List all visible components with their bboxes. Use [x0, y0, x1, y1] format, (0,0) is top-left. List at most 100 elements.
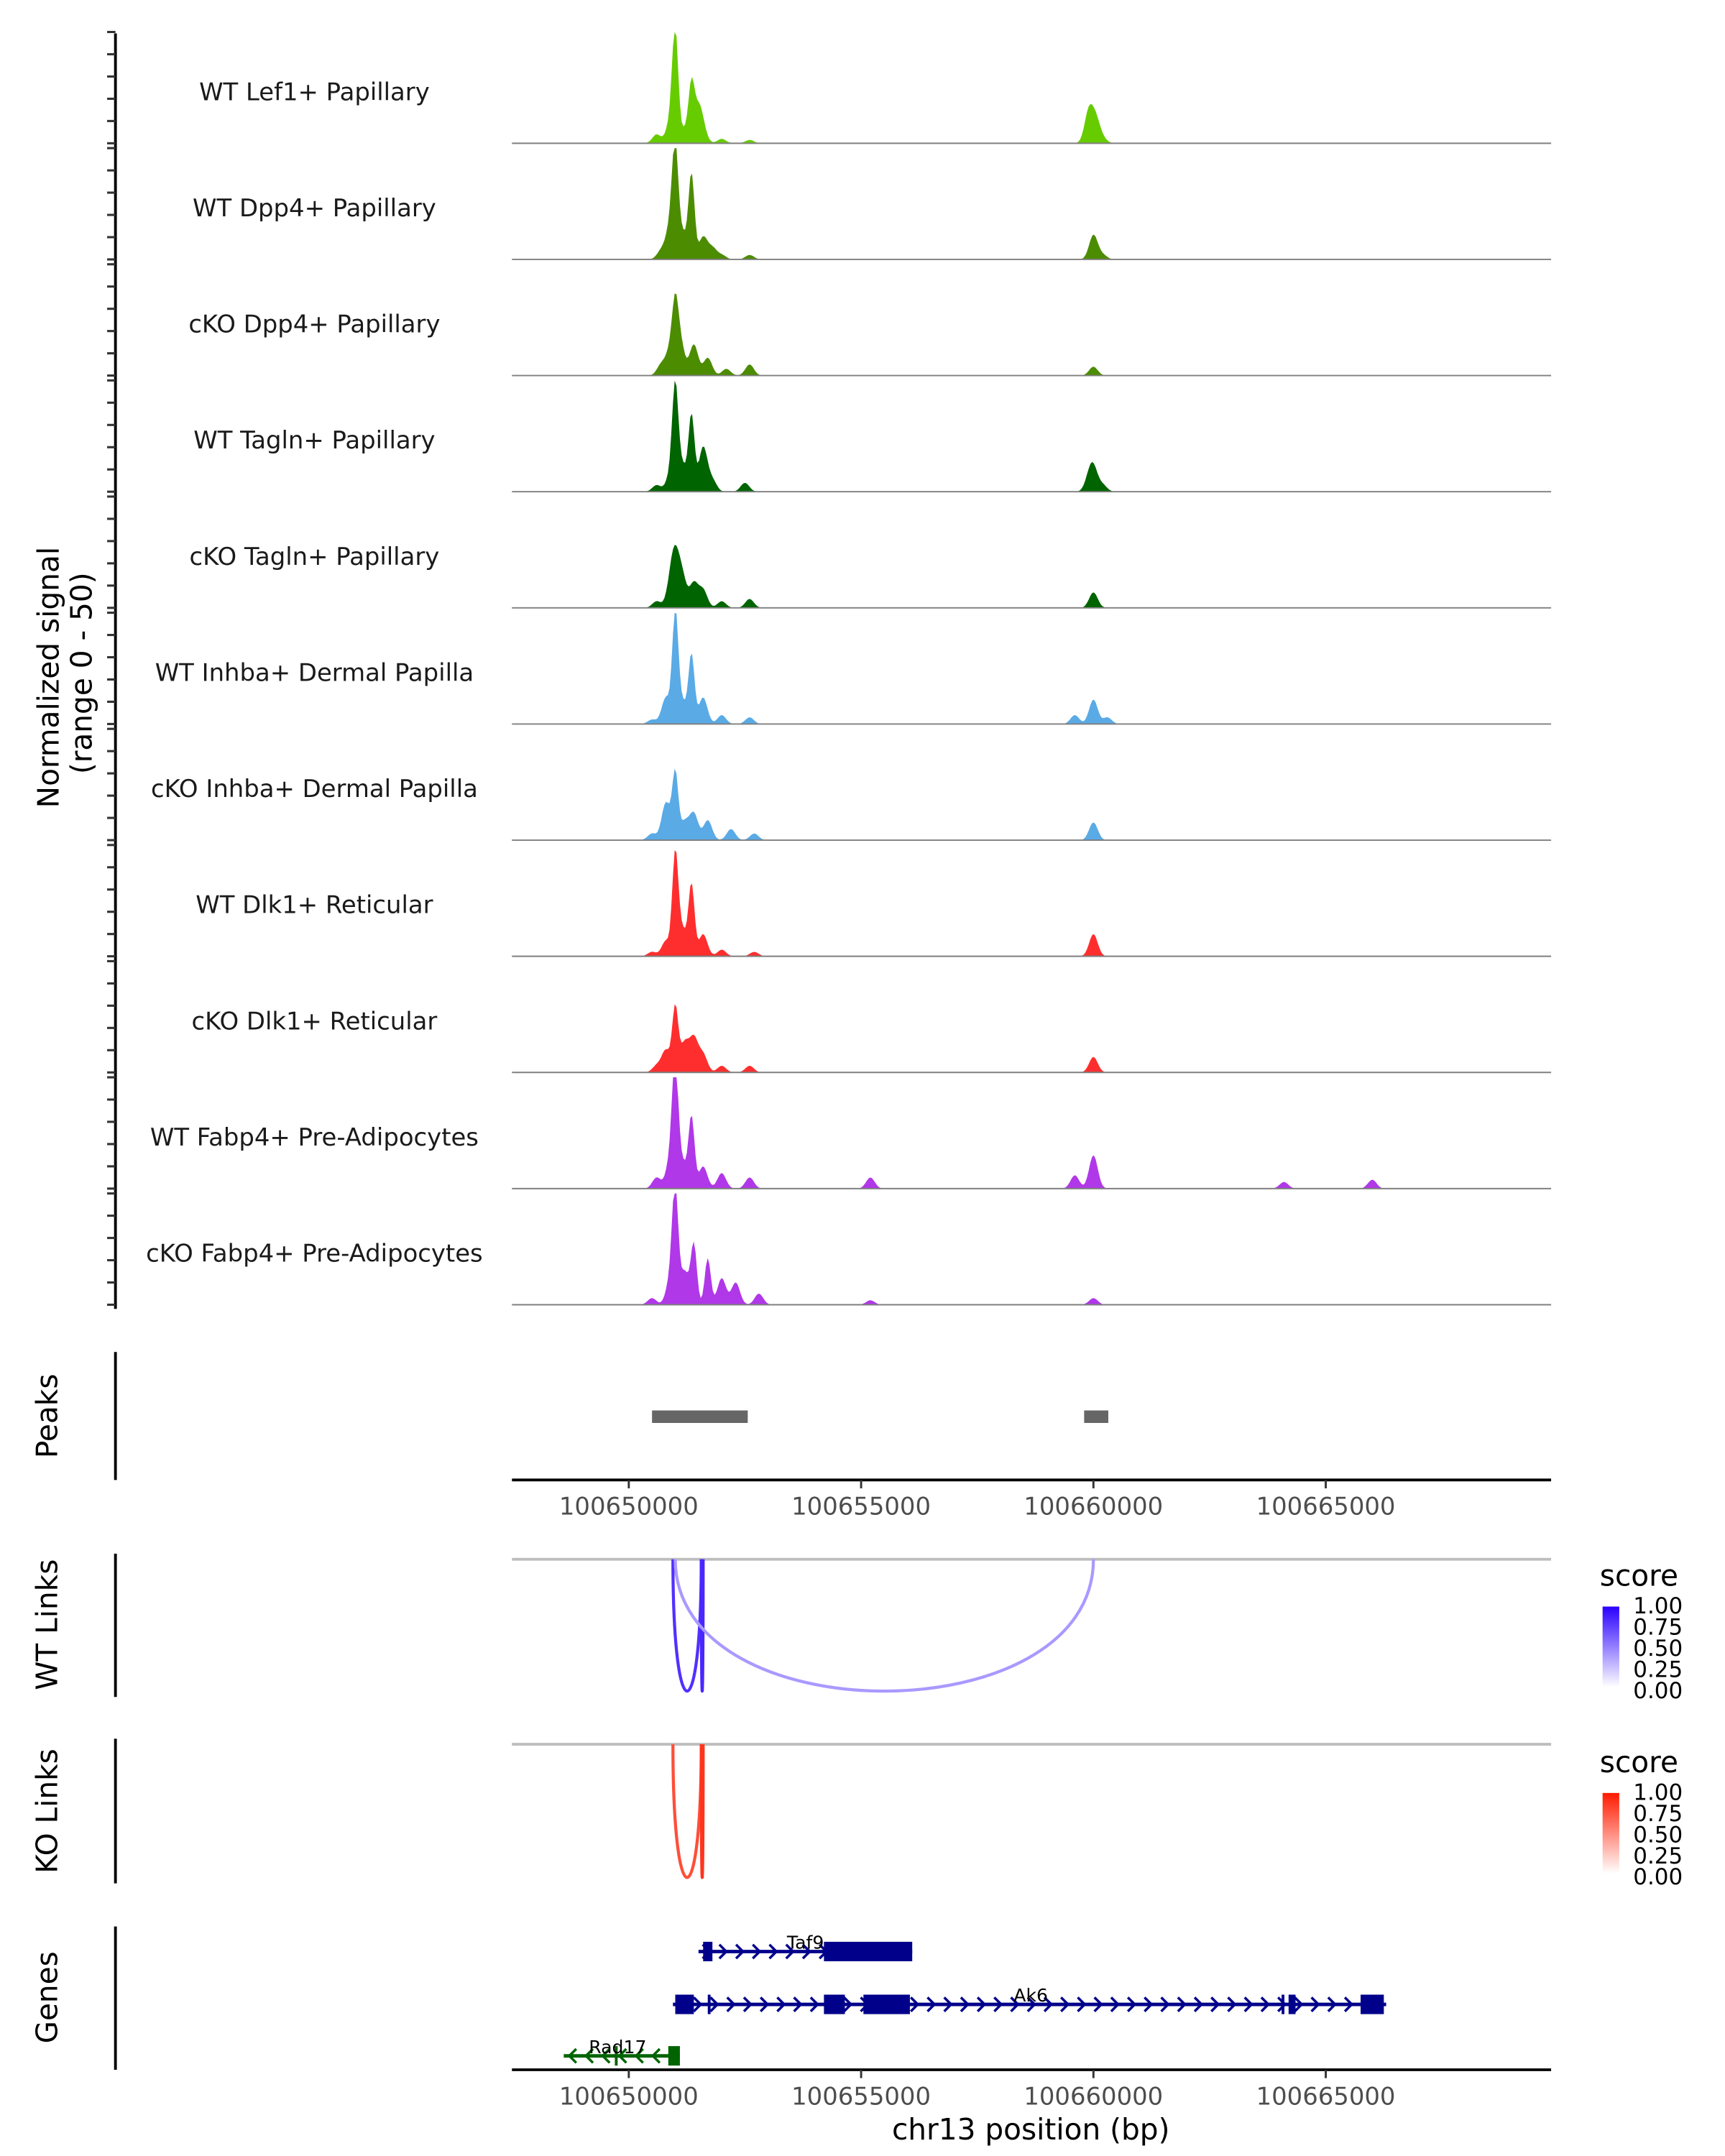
strand-arrow-icon — [1010, 1996, 1020, 2012]
coverage-area — [512, 148, 1552, 259]
strand-arrow-icon — [793, 1996, 803, 2012]
strand-arrow-icon — [976, 1996, 987, 2012]
ko-legend-ticks: 1.000.750.500.250.00 — [1633, 1780, 1683, 1891]
strand-arrow-icon — [1193, 1996, 1204, 2012]
wt-score-legend: score 1.000.750.500.250.00 — [1600, 1558, 1683, 1703]
strand-arrow-icon — [1243, 1996, 1254, 2012]
track-label: cKO Dlk1+ Reticular — [192, 1007, 438, 1035]
link-arc — [671, 1559, 703, 1692]
gene-exon — [707, 1994, 711, 2014]
strand-arrow-icon — [1343, 1996, 1354, 2012]
strand-arrow-icon — [943, 1996, 953, 2012]
coverage-y-ticks — [107, 30, 116, 1307]
x-tick-label: 100655000 — [791, 2082, 931, 2110]
coverage-area — [512, 545, 1552, 608]
x-tick-label: 100650000 — [559, 2082, 699, 2110]
strand-arrow-icon — [650, 2047, 661, 2064]
coverage-tracks: WT Lef1+ Papillary WT Dpp4+ Papillary cKO … — [146, 32, 1552, 1306]
link-arc — [671, 1744, 703, 1879]
ko-legend-colorbar — [1602, 1792, 1619, 1874]
legend-tick-label: 0.25 — [1633, 1843, 1683, 1869]
x-tick-label: 100660000 — [1024, 1493, 1163, 1521]
gene-model: Ak6 — [673, 1985, 1386, 2014]
peak-region — [1084, 1410, 1108, 1423]
ko-links-ylabel: KO Links — [29, 1749, 64, 1874]
gene-exon — [824, 1994, 845, 2014]
strand-arrow-icon — [1126, 1996, 1137, 2012]
strand-arrow-icon — [1227, 1996, 1237, 2012]
coverage-area — [512, 612, 1552, 724]
track-label: cKO Inhba+ Dermal Papilla — [151, 775, 478, 803]
legend-tick-label: 0.75 — [1633, 1801, 1683, 1827]
link-arc — [699, 1559, 705, 1692]
gene-exon — [703, 1941, 713, 1962]
coverage-area — [512, 293, 1552, 376]
coverage-ylabel-line1: Normalized signal — [31, 547, 65, 808]
track-label: cKO Tagln+ Papillary — [190, 543, 440, 571]
track-label: WT Fabp4+ Pre-Adipocytes — [150, 1123, 479, 1151]
coverage-track: cKO Inhba+ Dermal Papilla — [151, 768, 1552, 841]
strand-arrow-icon — [993, 1996, 1003, 2012]
x-tick-label: 100655000 — [791, 1493, 931, 1521]
strand-arrow-icon — [960, 1996, 970, 2012]
peak-region — [652, 1410, 748, 1423]
strand-arrow-icon — [634, 2047, 644, 2064]
strand-arrow-icon — [584, 2047, 594, 2064]
strand-arrow-icon — [1026, 1996, 1036, 2012]
coverage-track: WT Dlk1+ Reticular — [196, 849, 1552, 957]
strand-arrow-icon — [742, 1996, 753, 2012]
coverage-ylabel-line2: (range 0 - 50) — [65, 572, 99, 774]
strand-arrow-icon — [785, 1943, 795, 1960]
gene-exon — [1288, 1994, 1296, 2014]
wt-link-arcs — [671, 1559, 1095, 1693]
legend-tick-label: 0.00 — [1633, 1864, 1683, 1890]
ko-score-legend: score 1.000.750.500.250.00 — [1600, 1745, 1683, 1890]
gene-exon — [1282, 1994, 1284, 2014]
coverage-area — [512, 1077, 1552, 1189]
gene-exon — [824, 1941, 913, 1962]
wt-legend-colorbar — [1602, 1606, 1619, 1687]
legend-tick-label: 0.50 — [1633, 1636, 1683, 1662]
x-tick-label: 100650000 — [559, 1493, 699, 1521]
legend-tick-label: 0.50 — [1633, 1822, 1683, 1848]
coverage-track: cKO Tagln+ Papillary — [190, 543, 1552, 609]
strand-arrow-icon — [709, 1996, 719, 2012]
wt-legend-title: score — [1600, 1558, 1678, 1593]
strand-arrow-icon — [1327, 1996, 1338, 2012]
coverage-track: WT Fabp4+ Pre-Adipocytes — [150, 1077, 1552, 1189]
strand-arrow-icon — [718, 1943, 728, 1960]
coverage-panel: Normalized signal (range 0 - 50) WT Lef1… — [31, 30, 1552, 1309]
ko-links-panel: KO Links score 1.000.750.500.250.00 — [29, 1738, 1683, 1890]
peaks-panel: Peaks 100650000 100655000 100660000 1006650… — [29, 1352, 1552, 1521]
gene-label: Taf9 — [786, 1932, 824, 1953]
strand-arrow-icon — [1177, 1996, 1187, 2012]
ko-link-arcs — [671, 1744, 705, 1879]
coverage-area — [512, 1193, 1552, 1305]
wt-links-panel: WT Links score 1.000.750.500.250.00 — [29, 1553, 1683, 1704]
coverage-area — [512, 768, 1552, 841]
gene-model: Rad17 — [564, 2037, 680, 2066]
strand-arrow-icon — [1310, 1996, 1320, 2012]
track-label: cKO Fabp4+ Pre-Adipocytes — [146, 1239, 483, 1267]
track-label: cKO Dpp4+ Papillary — [188, 310, 440, 338]
legend-tick-label: 0.00 — [1633, 1678, 1683, 1704]
strand-arrow-icon — [567, 2047, 577, 2064]
strand-arrow-icon — [1160, 1996, 1170, 2012]
strand-arrow-icon — [1077, 1996, 1087, 2012]
x-tick-label: 100660000 — [1024, 2082, 1163, 2110]
link-arc — [699, 1744, 705, 1879]
track-label: WT Tagln+ Papillary — [193, 426, 435, 454]
peak-regions — [652, 1410, 1108, 1423]
coverage-track: cKO Dlk1+ Reticular — [192, 1004, 1552, 1074]
peaks-x-ticks: 100650000 100655000 100660000 100665000 — [559, 1480, 1395, 1521]
gene-exon — [668, 2046, 680, 2066]
coverage-area — [512, 1004, 1552, 1073]
strand-arrow-icon — [735, 1943, 745, 1960]
strand-arrow-icon — [726, 1996, 736, 2012]
gene-models: Taf9 Ak6 Rad17 — [564, 1932, 1386, 2066]
gene-exon — [615, 2046, 618, 2066]
legend-tick-label: 0.25 — [1633, 1657, 1683, 1682]
track-label: WT Inhba+ Dermal Papilla — [155, 658, 474, 686]
legend-tick-label: 1.00 — [1633, 1780, 1683, 1806]
